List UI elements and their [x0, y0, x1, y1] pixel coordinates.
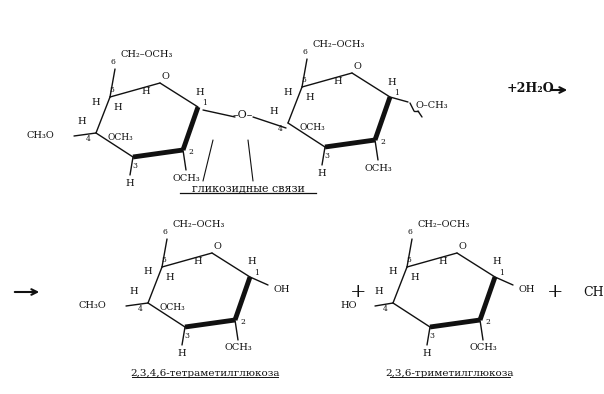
- Text: H: H: [126, 178, 134, 188]
- Text: 2: 2: [486, 318, 490, 326]
- Text: OH: OH: [274, 284, 291, 294]
- Text: 4: 4: [138, 305, 143, 313]
- Text: 5: 5: [301, 76, 306, 84]
- Text: гликозидные связи: гликозидные связи: [191, 183, 304, 193]
- Text: CH₃OH: CH₃OH: [583, 286, 604, 299]
- Text: O–CH₃: O–CH₃: [416, 100, 448, 110]
- Text: H: H: [142, 87, 150, 95]
- Text: 1: 1: [254, 269, 260, 277]
- Text: OH: OH: [519, 284, 535, 294]
- Text: H: H: [165, 273, 175, 281]
- Text: H: H: [439, 256, 448, 266]
- Text: H: H: [270, 106, 278, 115]
- Text: H: H: [284, 87, 292, 97]
- Text: 6: 6: [162, 228, 167, 236]
- Text: HO: HO: [341, 301, 357, 310]
- Text: 4: 4: [278, 125, 283, 133]
- Text: O: O: [458, 242, 466, 251]
- Text: H: H: [78, 117, 86, 126]
- Text: 5: 5: [109, 86, 114, 94]
- Text: H: H: [196, 87, 204, 97]
- Text: 5: 5: [406, 256, 411, 264]
- Text: OCH₃: OCH₃: [469, 344, 497, 353]
- Text: O: O: [161, 71, 169, 80]
- Text: CH₂–OCH₃: CH₂–OCH₃: [313, 39, 365, 48]
- Text: +: +: [350, 283, 366, 301]
- Text: 1: 1: [202, 99, 207, 107]
- Text: H: H: [493, 258, 501, 266]
- Text: 2: 2: [381, 138, 385, 146]
- Text: 6: 6: [408, 228, 413, 236]
- Text: O: O: [213, 242, 221, 251]
- Text: CH₃O: CH₃O: [79, 301, 106, 310]
- Text: CH₂–OCH₃: CH₂–OCH₃: [173, 219, 225, 229]
- Text: H: H: [178, 349, 186, 357]
- Text: 4: 4: [382, 305, 387, 313]
- Text: CH₂–OCH₃: CH₂–OCH₃: [121, 50, 173, 58]
- Text: H: H: [130, 286, 138, 296]
- Text: 2,3,4,6-тетраметилглюкоза: 2,3,4,6-тетраметилглюкоза: [130, 368, 280, 377]
- Text: H: H: [374, 286, 384, 296]
- Text: 3: 3: [429, 332, 434, 340]
- Text: H: H: [248, 258, 256, 266]
- Text: H: H: [318, 169, 326, 178]
- Text: H: H: [144, 268, 152, 277]
- Text: H: H: [92, 97, 100, 106]
- Text: H: H: [411, 273, 419, 281]
- Text: 3: 3: [324, 152, 330, 160]
- Text: OCH₃: OCH₃: [224, 344, 252, 353]
- Text: H: H: [389, 268, 397, 277]
- Text: 4: 4: [86, 135, 91, 143]
- Text: H: H: [194, 256, 202, 266]
- Text: OCH₃: OCH₃: [300, 123, 326, 132]
- Text: CH₂–OCH₃: CH₂–OCH₃: [418, 219, 470, 229]
- Text: 2: 2: [240, 318, 245, 326]
- Text: 3: 3: [132, 162, 138, 170]
- Text: –O–: –O–: [233, 110, 253, 120]
- Text: +2H₂O: +2H₂O: [506, 82, 554, 95]
- Text: H: H: [306, 93, 314, 102]
- Text: +: +: [547, 283, 564, 301]
- Text: 3: 3: [184, 332, 190, 340]
- Text: H: H: [388, 78, 396, 87]
- Text: OCH₃: OCH₃: [364, 164, 392, 173]
- Text: H: H: [423, 349, 431, 357]
- Text: OCH₃: OCH₃: [160, 303, 186, 312]
- Text: H: H: [333, 76, 342, 85]
- Text: O: O: [353, 61, 361, 71]
- Text: 1: 1: [500, 269, 504, 277]
- Text: 1: 1: [394, 89, 399, 97]
- Text: 5: 5: [161, 256, 167, 264]
- Text: 2: 2: [188, 148, 193, 156]
- Text: OCH₃: OCH₃: [172, 173, 200, 182]
- Text: 6: 6: [111, 58, 115, 66]
- Text: 6: 6: [303, 48, 307, 56]
- Text: OCH₃: OCH₃: [108, 132, 133, 141]
- Text: CH₃O: CH₃O: [26, 132, 54, 141]
- Text: 2,3,6-триметилглюкоза: 2,3,6-триметилглюкоза: [386, 368, 514, 377]
- Text: H: H: [114, 102, 123, 112]
